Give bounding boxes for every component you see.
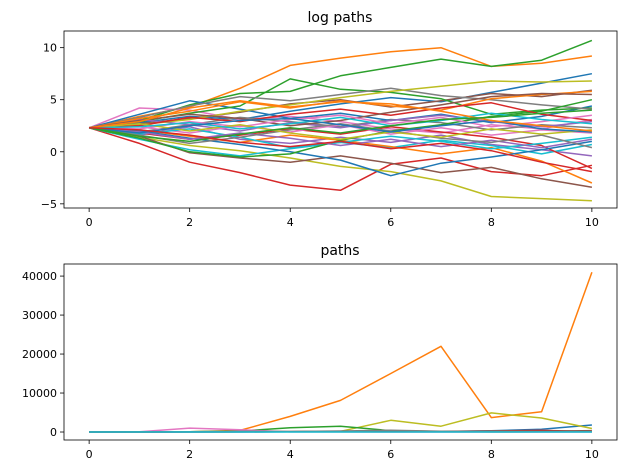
series-line-27 [88, 122, 593, 149]
x-tick-label: 6 [387, 448, 394, 461]
x-tick-label: 0 [86, 448, 93, 461]
x-tick-label: 4 [287, 216, 294, 229]
series-line-33 [89, 127, 593, 173]
log-paths-axes-frame [63, 30, 618, 209]
y-tick-label: 30000 [22, 309, 57, 322]
series-line-21 [88, 90, 592, 129]
series-line-17 [88, 87, 592, 129]
y-tick-label: 0 [50, 426, 57, 439]
y-tick-label: 0 [50, 146, 57, 159]
paths-series [89, 271, 593, 433]
series-line-32 [88, 109, 592, 143]
series-line-7 [89, 116, 592, 133]
y-tick-label: −5 [41, 198, 57, 211]
log-paths-title: log paths [308, 10, 373, 26]
paths-ticks: 0 2 4 6 8 10 0 10000 20000 30000 40000 [22, 270, 599, 461]
y-tick-label: 10 [43, 42, 57, 55]
x-tick-label: 10 [585, 216, 599, 229]
log-paths-subplot: log paths 0 2 4 6 8 10 −5 0 5 10 [41, 10, 618, 229]
series-line-8 [88, 127, 592, 202]
series-line-10 [88, 100, 593, 129]
series-line-0 [89, 72, 593, 129]
y-tick-label: 10000 [22, 387, 57, 400]
series-line-18 [89, 80, 592, 129]
series-line-31 [89, 100, 592, 132]
log-paths-ticks: 0 2 4 6 8 10 −5 0 5 10 [41, 42, 599, 229]
x-tick-label: 2 [186, 448, 193, 461]
y-tick-label: 40000 [22, 270, 57, 283]
x-tick-label: 6 [387, 216, 394, 229]
series-line-24 [89, 127, 593, 149]
y-tick-label: 5 [50, 94, 57, 107]
x-tick-label: 2 [186, 216, 193, 229]
y-tick-label: 20000 [22, 348, 57, 361]
x-tick-label: 10 [585, 448, 599, 461]
paths-axes-frame [63, 263, 618, 441]
paths-subplot: paths 0 2 4 6 8 10 0 10000 20000 30000 40000 [22, 243, 618, 461]
x-tick-label: 8 [488, 216, 495, 229]
x-tick-label: 8 [488, 448, 495, 461]
series-line-25 [88, 92, 592, 129]
series-line-19 [89, 127, 592, 150]
x-tick-label: 0 [86, 216, 93, 229]
log-paths-series [88, 39, 593, 202]
series-line-23 [89, 102, 592, 129]
series-line-30 [89, 117, 592, 134]
x-tick-label: 4 [287, 448, 294, 461]
series-line-3 [88, 127, 593, 192]
paths-title: paths [320, 243, 359, 259]
